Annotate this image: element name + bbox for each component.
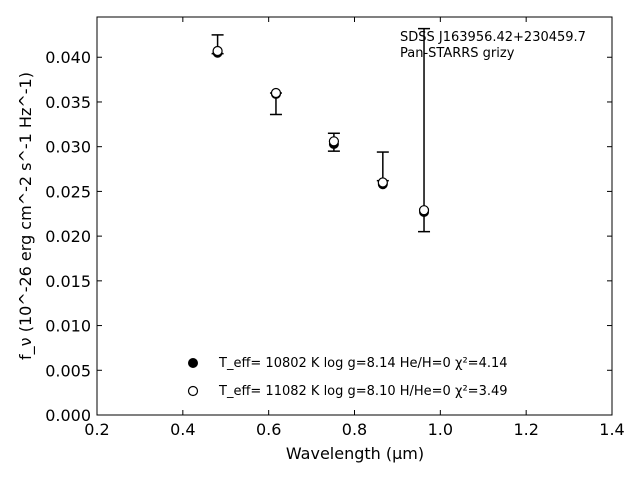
legend-label-2: T_eff= 11082 K log g=8.10 H/He=0 χ²=3.49 xyxy=(218,384,508,399)
x-tick-label: 0.6 xyxy=(256,420,281,439)
y-tick-label: 0.015 xyxy=(45,272,91,291)
x-tick-label: 0.8 xyxy=(342,420,367,439)
y-tick-label: 0.020 xyxy=(45,227,91,246)
x-tick-label: 0.4 xyxy=(170,420,195,439)
legend-marker-open xyxy=(187,385,199,397)
y-tick-label: 0.000 xyxy=(45,406,91,425)
legend-label-1: T_eff= 10802 K log g=8.14 He/H=0 χ²=4.14 xyxy=(218,356,508,371)
x-tick-label: 1.0 xyxy=(428,420,453,439)
y-tick-label: 0.005 xyxy=(45,361,91,380)
model-point-open xyxy=(270,87,282,99)
y-tick-label: 0.040 xyxy=(45,48,91,67)
y-tick-label: 0.025 xyxy=(45,182,91,201)
model-point-open xyxy=(212,45,223,57)
ticks-layer: 0.2 0.4 0.6 0.8 1.0 1.2 1.4 0.000 0.005 0.010 0.01… xyxy=(45,17,625,439)
legend: T_eff= 10802 K log g=8.14 He/H=0 χ²=4.14… xyxy=(187,356,508,399)
x-tick-label: 1.2 xyxy=(513,420,538,439)
y-tick-label: 0.030 xyxy=(45,138,91,157)
y-tick-label: 0.035 xyxy=(45,93,91,112)
model-point-open xyxy=(377,177,388,188)
model-point-open xyxy=(328,136,339,147)
x-tick-label: 0.2 xyxy=(84,420,109,439)
plot-frame xyxy=(96,16,613,416)
annotation-object-name: SDSS J163956.42+230459.7 xyxy=(400,30,586,45)
y-tick-label: 0.010 xyxy=(45,317,91,336)
x-axis-title: Wavelength (μm) xyxy=(286,444,424,463)
y-axis-title: f_ν (10^-26 erg cm^-2 s^-1 Hz^-1) xyxy=(16,72,36,360)
annotation-survey: Pan-STARRS grizy xyxy=(400,46,515,61)
points-layer xyxy=(212,45,430,217)
x-tick-label: 1.4 xyxy=(599,420,624,439)
legend-marker-filled xyxy=(188,358,198,368)
model-point-open xyxy=(418,205,430,216)
